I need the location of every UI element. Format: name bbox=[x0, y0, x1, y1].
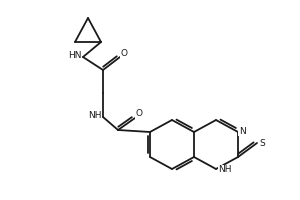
Text: NH: NH bbox=[218, 166, 232, 174]
Text: S: S bbox=[259, 138, 265, 148]
Text: O: O bbox=[136, 110, 142, 118]
Text: HN: HN bbox=[68, 51, 82, 60]
Text: N: N bbox=[238, 127, 245, 136]
Text: NH: NH bbox=[88, 112, 102, 120]
Text: O: O bbox=[121, 48, 128, 58]
